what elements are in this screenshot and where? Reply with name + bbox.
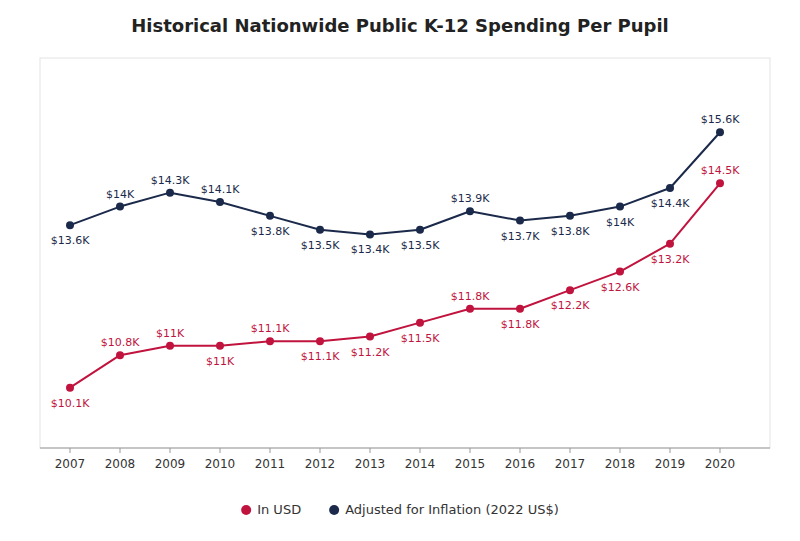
point	[516, 217, 524, 225]
point	[616, 203, 624, 211]
marks	[66, 128, 724, 391]
point	[466, 305, 474, 313]
point	[616, 268, 624, 276]
x-tick	[120, 448, 121, 453]
data-label: $14K	[606, 216, 635, 229]
x-tick	[370, 448, 371, 453]
data-labels: $10.1K $10.8K $11K $11K $11.1K $11.1K $11.2K $1…	[51, 113, 740, 409]
data-label: $11K	[156, 327, 185, 340]
x-tick-label: 2014	[405, 457, 436, 471]
point	[116, 351, 124, 359]
point	[66, 384, 74, 392]
x-tick-label: 2019	[655, 457, 686, 471]
data-label: $14.4K	[651, 197, 690, 210]
x-tick	[570, 448, 571, 453]
x-tick	[670, 448, 671, 453]
x-tick-label: 2010	[205, 457, 236, 471]
point	[116, 203, 124, 211]
data-label: $13.5K	[401, 239, 440, 252]
x-axis	[40, 448, 770, 449]
data-label: $13.4K	[351, 243, 390, 256]
data-label: $11.1K	[251, 322, 290, 335]
data-label: $15.6K	[701, 113, 740, 126]
series-line	[70, 183, 720, 387]
x-tick	[420, 448, 421, 453]
point	[366, 230, 374, 238]
data-label: $12.6K	[601, 281, 640, 294]
series-line	[70, 132, 720, 234]
x-tick-label: 2011	[255, 457, 286, 471]
x-tick-label: 2018	[605, 457, 636, 471]
x-tick-label: 2013	[355, 457, 386, 471]
legend: In USD Adjusted for Inflation (2022 US$)	[241, 502, 559, 517]
point	[316, 226, 324, 234]
x-tick	[470, 448, 471, 453]
chart: Historical Nationwide Public K-12 Spendi…	[0, 0, 800, 541]
point	[266, 212, 274, 220]
data-label: $14K	[106, 188, 135, 201]
data-label: $13.8K	[251, 225, 290, 238]
x-tick	[270, 448, 271, 453]
data-label: $13.2K	[651, 253, 690, 266]
x-tick	[170, 448, 171, 453]
point	[666, 184, 674, 192]
title: Historical Nationwide Public K-12 Spendi…	[131, 15, 669, 36]
point	[416, 319, 424, 327]
legend-marker	[329, 505, 339, 515]
data-label: $11.5K	[401, 332, 440, 345]
plot-frame	[40, 58, 770, 448]
point	[266, 337, 274, 345]
point	[716, 179, 724, 187]
data-label: $13.5K	[301, 239, 340, 252]
point	[366, 333, 374, 341]
x-tick-label: 2015	[455, 457, 486, 471]
data-label: $10.8K	[101, 336, 140, 349]
point	[216, 198, 224, 206]
data-label: $13.9K	[451, 192, 490, 205]
x-tick-label: 2008	[105, 457, 136, 471]
data-label: $13.8K	[551, 225, 590, 238]
point	[66, 221, 74, 229]
point	[216, 342, 224, 350]
point	[416, 226, 424, 234]
x-tick-label: 2017	[555, 457, 586, 471]
data-label: $14.5K	[701, 164, 740, 177]
data-label: $12.2K	[551, 299, 590, 312]
data-label: $11.2K	[351, 346, 390, 359]
data-label: $11.1K	[301, 350, 340, 363]
x-tick-label: 2020	[705, 457, 736, 471]
point	[166, 342, 174, 350]
legend-label: In USD	[257, 502, 301, 517]
legend-label: Adjusted for Inflation (2022 US$)	[345, 502, 559, 517]
data-label: $14.1K	[201, 183, 240, 196]
x-tick	[720, 448, 721, 453]
x-tick-label: 2009	[155, 457, 186, 471]
legend-marker	[241, 505, 251, 515]
point	[716, 128, 724, 136]
x-tick-label: 2012	[305, 457, 336, 471]
data-label: $13.7K	[501, 230, 540, 243]
data-label: $13.6K	[51, 234, 90, 247]
point	[166, 189, 174, 197]
point	[566, 286, 574, 294]
point	[516, 305, 524, 313]
x-tick	[70, 448, 71, 453]
x-tick	[220, 448, 221, 453]
point	[316, 337, 324, 345]
x-tick-label: 2016	[505, 457, 536, 471]
x-tick	[620, 448, 621, 453]
point	[566, 212, 574, 220]
x-tick	[520, 448, 521, 453]
data-label: $11.8K	[501, 318, 540, 331]
point	[466, 207, 474, 215]
data-label: $14.3K	[151, 174, 190, 187]
data-label: $11K	[206, 355, 235, 368]
x-tick-label: 2007	[55, 457, 86, 471]
x-tick	[320, 448, 321, 453]
point	[666, 240, 674, 248]
data-label: $10.1K	[51, 397, 90, 410]
data-label: $11.8K	[451, 290, 490, 303]
